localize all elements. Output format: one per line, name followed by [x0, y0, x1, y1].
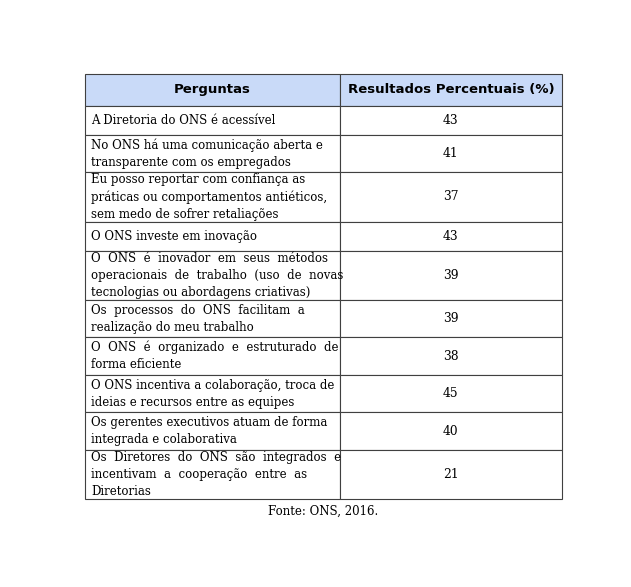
Text: Resultados Percentuais (%): Resultados Percentuais (%) [348, 83, 554, 96]
Text: O ONS incentiva a colaboração, troca de
ideias e recursos entre as equipes: O ONS incentiva a colaboração, troca de … [91, 379, 334, 409]
Bar [340, 73, 562, 106]
Bar [340, 413, 562, 450]
Bar [85, 222, 340, 251]
Bar [340, 134, 562, 172]
Text: 43: 43 [443, 114, 459, 127]
Text: 40: 40 [443, 424, 459, 438]
Text: Os  processos  do  ONS  facilitam  a
realização do meu trabalho: Os processos do ONS facilitam a realizaç… [91, 303, 305, 333]
Text: No ONS há uma comunicação aberta e
transparente com os empregados: No ONS há uma comunicação aberta e trans… [91, 138, 323, 168]
Bar [85, 413, 340, 450]
Bar [85, 450, 340, 500]
Bar [340, 338, 562, 375]
Text: 38: 38 [443, 350, 459, 363]
Bar [340, 450, 562, 500]
Bar [85, 134, 340, 172]
Text: 37: 37 [443, 190, 459, 204]
Text: 43: 43 [443, 230, 459, 242]
Text: Eu posso reportar com confiança as
práticas ou comportamentos antiéticos,
sem me: Eu posso reportar com confiança as práti… [91, 173, 327, 221]
Text: 39: 39 [443, 312, 459, 325]
Bar [85, 338, 340, 375]
Bar [340, 251, 562, 300]
Text: Fonte: ONS, 2016.: Fonte: ONS, 2016. [268, 504, 379, 517]
Text: O  ONS  é  inovador  em  seus  métodos
operacionais  de  trabalho  (uso  de  nov: O ONS é inovador em seus métodos operaci… [91, 252, 344, 299]
Bar [85, 375, 340, 413]
Text: Os gerentes executivos atuam de forma
integrada e colaborativa: Os gerentes executivos atuam de forma in… [91, 416, 327, 446]
Bar [340, 106, 562, 134]
Text: 21: 21 [443, 468, 459, 481]
Bar [85, 172, 340, 222]
Bar [85, 251, 340, 300]
Bar [340, 375, 562, 413]
Bar [85, 106, 340, 134]
Text: 41: 41 [443, 147, 459, 160]
Bar [340, 172, 562, 222]
Text: O  ONS  é  organizado  e  estruturado  de
forma eficiente: O ONS é organizado e estruturado de form… [91, 341, 339, 372]
Bar [85, 300, 340, 338]
Text: 39: 39 [443, 269, 459, 282]
Bar [340, 222, 562, 251]
Text: O ONS investe em inovação: O ONS investe em inovação [91, 230, 257, 242]
Text: Os  Diretores  do  ONS  são  integrados  e
incentivam  a  cooperação  entre  as
: Os Diretores do ONS são integrados e inc… [91, 451, 341, 498]
Bar [85, 73, 340, 106]
Text: 45: 45 [443, 387, 459, 400]
Text: A Diretoria do ONS é acessível: A Diretoria do ONS é acessível [91, 114, 276, 127]
Bar [340, 300, 562, 338]
Text: Perguntas: Perguntas [174, 83, 251, 96]
